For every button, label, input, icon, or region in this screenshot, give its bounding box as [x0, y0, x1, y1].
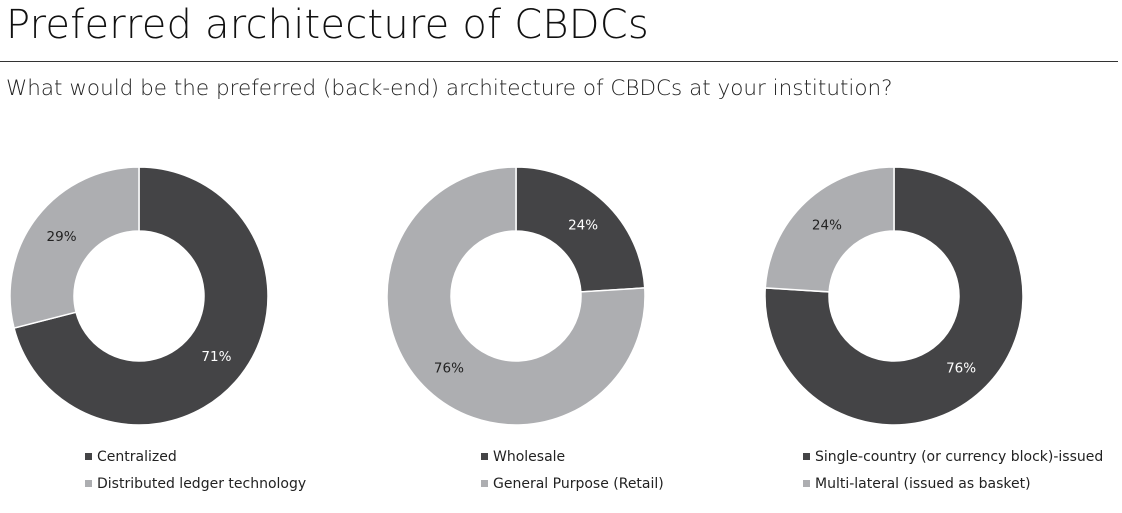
legend-item-dlt: Distributed ledger technology [85, 470, 306, 497]
legend-swatch-dark [481, 453, 488, 460]
legend-swatch-light [481, 480, 488, 487]
legend-label: Multi-lateral (issued as basket) [815, 475, 1031, 492]
donut-slice-light [386, 166, 646, 426]
donut-slice-light [9, 166, 140, 329]
donut-chart-audience: 24% 76% [386, 166, 646, 426]
donut-chart-architecture: 71% 29% [9, 166, 269, 426]
legend-item-general-purpose: General Purpose (Retail) [481, 470, 664, 497]
slice-value-label: 76% [434, 360, 464, 376]
legend-label: General Purpose (Retail) [493, 475, 664, 492]
slice-value-label: 76% [946, 360, 976, 376]
legend-label: Centralized [97, 448, 177, 465]
legend-chart-1: Centralized Distributed ledger technolog… [85, 443, 306, 497]
legend-item-multi-lateral: Multi-lateral (issued as basket) [803, 470, 1103, 497]
legend-item-single-country: Single-country (or currency block)-issue… [803, 443, 1103, 470]
legend-item-wholesale: Wholesale [481, 443, 664, 470]
donut-slice-light [764, 166, 895, 293]
legend-swatch-light [803, 480, 810, 487]
legend-swatch-dark [85, 453, 92, 460]
legend-chart-3: Single-country (or currency block)-issue… [803, 443, 1103, 497]
legend-label: Single-country (or currency block)-issue… [815, 448, 1104, 465]
legend-swatch-light [85, 480, 92, 487]
donut-slice-dark [764, 166, 1024, 426]
slice-value-label: 29% [47, 229, 77, 245]
title-divider [0, 61, 1118, 62]
legend-chart-2: Wholesale General Purpose (Retail) [481, 443, 664, 497]
legend-item-centralized: Centralized [85, 443, 306, 470]
donut-chart-issuance: 76% 24% [764, 166, 1024, 426]
page-title: Preferred architecture of CBDCs [6, 2, 649, 48]
legend-swatch-dark [803, 453, 810, 460]
slice-value-label: 24% [568, 218, 598, 234]
legend-label: Distributed ledger technology [97, 475, 307, 492]
donut-slice-dark [13, 166, 269, 426]
slice-value-label: 24% [812, 218, 842, 234]
page-subtitle: What would be the preferred (back-end) a… [6, 76, 893, 101]
slice-value-label: 71% [201, 349, 231, 365]
donut-slice-dark [515, 166, 646, 293]
legend-label: Wholesale [493, 448, 566, 465]
